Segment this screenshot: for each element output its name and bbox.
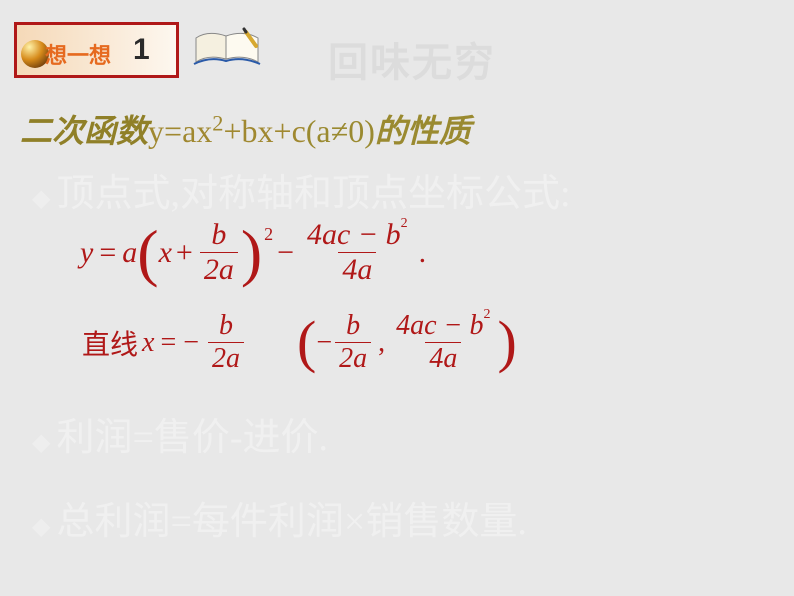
bullet-1-text: 顶点式,对称轴和顶点坐标公式: — [56, 173, 570, 215]
subtitle: 二次函数y=ax2+bx+c(a≠0)的性质 — [20, 106, 471, 152]
math-x: x — [159, 236, 172, 270]
frac-den: 2a — [200, 252, 238, 287]
bullet-3: ◆总利润=每件利润×销售数量. — [32, 490, 527, 545]
frac-4ac-den: 4a — [338, 252, 376, 287]
vertex-y-num: 4ac − b2 — [392, 310, 494, 342]
diamond-icon: ◆ — [32, 514, 50, 540]
subtitle-exp: 2 — [212, 110, 223, 135]
frac-4ac: 4ac − b2 4a — [303, 218, 412, 287]
math-a: a — [122, 236, 137, 270]
bullet-2-text: 利润=售价-进价. — [56, 417, 328, 459]
math-sq: 2 — [264, 224, 273, 245]
bullet-1: ◆顶点式,对称轴和顶点坐标公式: — [32, 162, 571, 217]
lparen-icon: ( — [137, 224, 158, 282]
vertex-formula: y = a ( x + b 2a ) 2 − 4ac − b2 4a . — [80, 218, 426, 287]
frac-b-2a: b 2a — [200, 218, 238, 287]
vertex-x-den: 2a — [335, 342, 371, 375]
vertex-y-den: 4a — [425, 342, 461, 375]
axis-eq: = − — [160, 327, 199, 359]
subtitle-formula-1: y=ax — [148, 113, 212, 149]
subtitle-condition: (a≠0) — [306, 113, 375, 149]
book-icon — [188, 24, 268, 79]
math-y: y — [80, 236, 93, 270]
axis-formula: 直线 x = − b 2a ( − b 2a , 4ac − b2 4a ) — [82, 310, 517, 375]
math-eq: = — [99, 236, 116, 270]
bullet-2: ◆利润=售价-进价. — [32, 406, 328, 461]
frac-4ac-num: 4ac − b2 — [303, 218, 412, 252]
diamond-icon: ◆ — [32, 186, 50, 212]
slide-title: 回味无穷 — [328, 30, 496, 88]
axis-frac: b 2a — [208, 310, 244, 375]
vertex-y-frac: 4ac − b2 4a — [392, 310, 494, 375]
badge-text: 想一想 — [45, 38, 111, 70]
subtitle-prefix: 二次函数 — [20, 113, 148, 149]
math-plus: + — [176, 236, 193, 270]
axis-x: x — [142, 327, 154, 359]
badge-number: 1 — [133, 33, 150, 67]
subtitle-suffix: 的性质 — [375, 113, 471, 149]
bullet-3-text: 总利润=每件利润×销售数量. — [56, 501, 526, 543]
vertex-comma: , — [378, 327, 385, 359]
frac-num: b — [207, 218, 230, 252]
rparen-icon: ) — [241, 224, 262, 282]
vertex-x-frac: b 2a — [335, 310, 371, 375]
axis-frac-num: b — [215, 310, 237, 342]
think-badge: 想一想 1 — [14, 22, 179, 78]
axis-frac-den: 2a — [208, 342, 244, 375]
diamond-icon: ◆ — [32, 430, 50, 456]
subtitle-formula-2: +bx+c — [223, 113, 305, 149]
axis-label: 直线 — [82, 323, 138, 363]
math-dot: . — [419, 236, 427, 270]
vertex-lparen-icon: ( — [297, 316, 316, 368]
vertex-neg: − — [316, 327, 332, 359]
vertex-x-num: b — [342, 310, 364, 342]
vertex-rparen-icon: ) — [498, 316, 517, 368]
math-minus: − — [277, 236, 294, 270]
